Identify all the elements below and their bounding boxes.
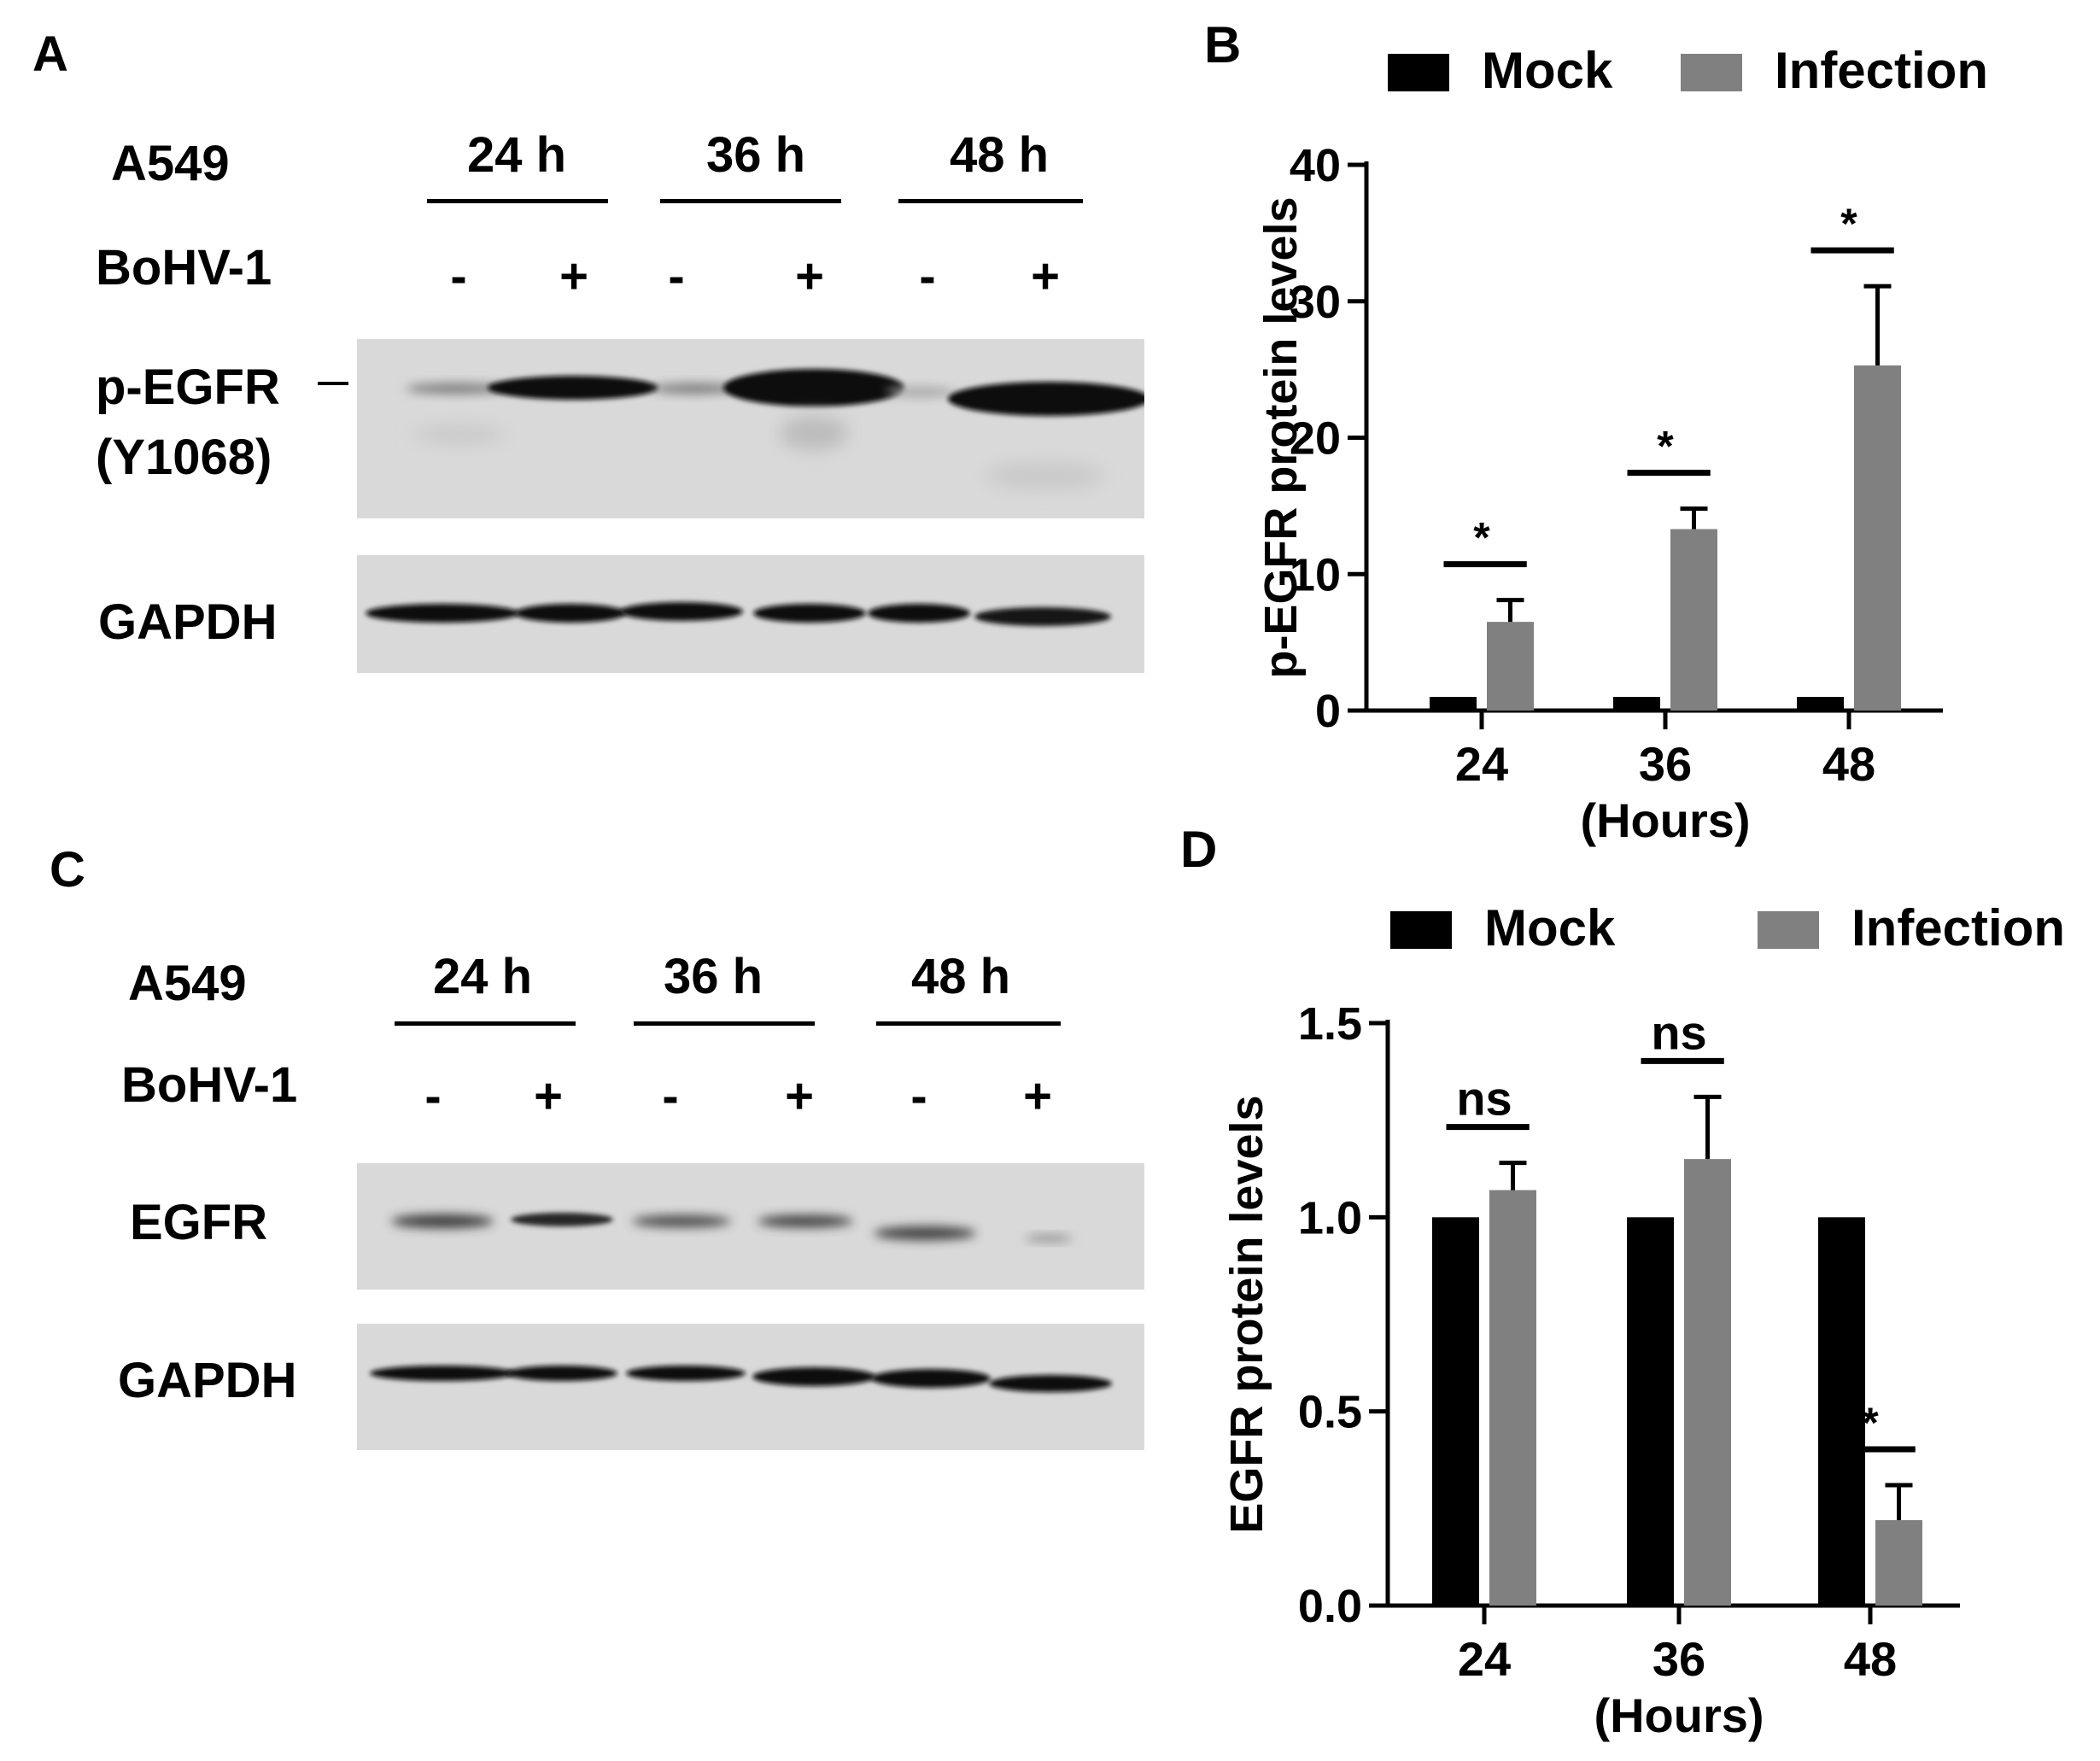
bar-infection: [1875, 1519, 1922, 1606]
y-tick-label: 30: [1290, 277, 1341, 328]
band-marker: [318, 382, 348, 385]
band-label-gapdh-c: GAPDH: [118, 1353, 297, 1408]
timepoint-underline: [898, 199, 1083, 203]
bar-mock: [1627, 1217, 1674, 1606]
chart-b-legend: Mock Infection: [1388, 42, 1988, 99]
timepoint-underline: [634, 1021, 815, 1026]
y-tick-label: 1.0: [1298, 1192, 1362, 1243]
legend-label: Infection: [1851, 899, 2065, 957]
treatment-label-c: BoHV-1: [121, 1057, 298, 1113]
lane-sign: -: [910, 1068, 927, 1124]
bar-mock: [1797, 697, 1844, 711]
bar-infection: [1684, 1159, 1731, 1606]
lane-sign: +: [559, 249, 588, 304]
significance-label: *: [1657, 423, 1674, 471]
significance-label: *: [1473, 514, 1490, 562]
treatment-label-a: BoHV-1: [96, 240, 272, 295]
bar-mock: [1432, 1217, 1479, 1606]
lane-sign: -: [919, 249, 936, 304]
chart-b-xlabel: (Hours): [1580, 793, 1750, 847]
timepoint-24h-a: 24 h: [466, 127, 567, 183]
lane-sign: +: [534, 1068, 563, 1124]
bar-mock: [1613, 697, 1660, 711]
significance-label: *: [1862, 1399, 1879, 1447]
lane-sign: +: [785, 1068, 814, 1124]
chart-d-ylabel: EGFR protein levels: [1221, 1095, 1272, 1533]
lane-sign: -: [450, 249, 467, 304]
chart-b-marks: * * *: [1430, 200, 1901, 711]
gapdh-c-bands: [370, 1366, 1112, 1392]
chart-d-egfr: D Mock Infection EGFR protein levels (Hou…: [1180, 821, 2065, 1742]
cell-line-label-c: A549: [128, 956, 247, 1011]
chart-b-pegfr: B Mock Infection p-EGFR protein levels (H…: [1204, 16, 1988, 847]
x-tick-label: 48: [1844, 1632, 1897, 1686]
x-tick-label: 24: [1455, 737, 1508, 791]
panel-letter-c: C: [50, 842, 85, 898]
chart-b-ylabel: p-EGFR protein levels: [1255, 196, 1307, 678]
chart-d-legend: Mock Infection: [1390, 899, 2065, 957]
blot-egfr-image: [357, 1163, 1144, 1290]
lane-sign: -: [424, 1068, 442, 1124]
significance-label: ns: [1456, 1072, 1512, 1126]
bar-infection: [1854, 365, 1901, 711]
timepoint-underline: [660, 199, 841, 203]
significance-label: *: [1840, 200, 1857, 248]
legend-swatch: [1390, 911, 1452, 949]
lane-sign: +: [1031, 249, 1060, 304]
timepoint-36h-a: 36 h: [705, 127, 806, 183]
timepoint-24h-c: 24 h: [432, 949, 533, 1004]
band-label-y1068: (Y1068): [96, 430, 272, 485]
legend-label: Mock: [1482, 42, 1613, 99]
bar-mock: [1818, 1217, 1865, 1606]
band-label-pegfr: p-EGFR: [96, 360, 280, 415]
lane-sign: -: [668, 249, 685, 304]
cell-line-label-a: A549: [111, 136, 230, 191]
lane-sign: +: [795, 249, 824, 304]
chart-d-xlabel: (Hours): [1594, 1688, 1764, 1742]
legend-label: Mock: [1484, 899, 1616, 957]
y-tick-label: 1.5: [1298, 998, 1362, 1050]
y-tick-label: 40: [1290, 140, 1341, 191]
panel-letter-a: A: [32, 26, 68, 82]
x-tick-label: 24: [1458, 1632, 1511, 1686]
gapdh-a-bands: [366, 602, 1111, 626]
y-tick-label: 10: [1290, 549, 1341, 600]
y-tick-label: 0.0: [1298, 1581, 1362, 1632]
egfr-bands: [391, 1213, 1073, 1242]
timepoint-underline: [876, 1021, 1061, 1026]
legend-label: Infection: [1775, 42, 1988, 99]
band-label-gapdh-a: GAPDH: [98, 594, 278, 650]
y-tick-label: 20: [1290, 413, 1341, 465]
legend-swatch: [1681, 54, 1742, 91]
y-tick-label: 0: [1315, 686, 1341, 737]
blot-gapdh-a-image: [357, 555, 1144, 673]
lane-sign: +: [1023, 1068, 1052, 1124]
timepoint-underline: [395, 1021, 576, 1026]
x-tick-label: 48: [1822, 737, 1875, 791]
bar-infection: [1670, 529, 1717, 711]
panel-letter-d: D: [1180, 821, 1217, 878]
significance-label: ns: [1651, 1005, 1706, 1059]
timepoint-36h-c: 36 h: [663, 949, 763, 1004]
band-label-egfr: EGFR: [130, 1195, 268, 1250]
timepoint-underline: [427, 199, 608, 203]
pegfr-bands: [406, 369, 1144, 489]
blot-pegfr-image: [357, 339, 1144, 518]
blot-gapdh-c-image: [357, 1324, 1144, 1450]
timepoint-48h-a: 48 h: [949, 127, 1050, 183]
legend-swatch: [1388, 54, 1449, 91]
chart-d-marks: ns ns *: [1432, 1005, 1922, 1606]
panel-letter-b: B: [1204, 16, 1241, 73]
bar-mock: [1430, 697, 1477, 711]
timepoint-48h-c: 48 h: [910, 949, 1011, 1004]
x-tick-label: 36: [1653, 1632, 1705, 1686]
bar-infection: [1489, 1190, 1536, 1606]
bar-infection: [1487, 622, 1534, 711]
lane-sign: -: [662, 1068, 679, 1124]
x-tick-label: 36: [1639, 737, 1692, 791]
y-tick-label: 0.5: [1298, 1387, 1362, 1438]
legend-swatch: [1758, 911, 1819, 949]
